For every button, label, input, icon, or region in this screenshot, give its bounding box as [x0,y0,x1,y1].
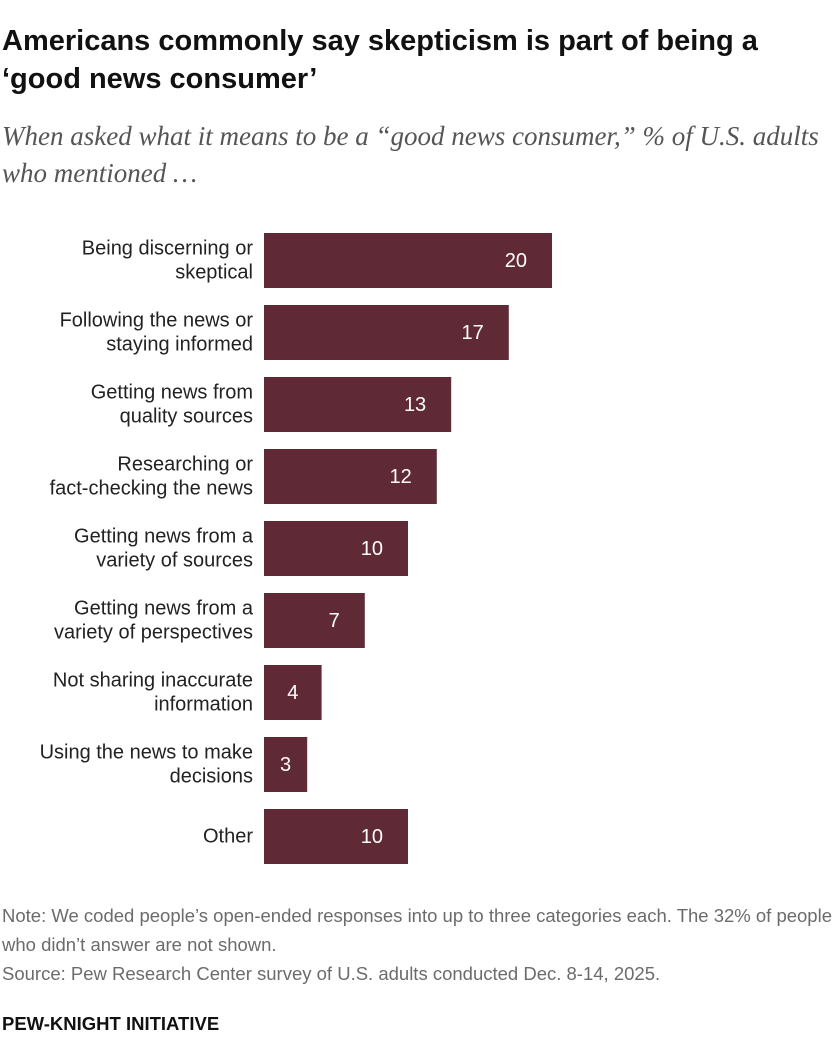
value-label: 13 [404,394,426,416]
chart-title: Americans commonly say skepticism is par… [2,25,758,95]
bar [264,449,437,504]
category-label: Getting news from a variety of sources [74,526,254,572]
value-label: 3 [280,754,291,776]
value-label: 10 [361,538,383,560]
source: Source: Pew Research Center survey of U.… [2,963,661,984]
bar [264,737,308,792]
value-label: 20 [505,250,527,272]
bar [264,377,452,432]
bar [264,593,365,648]
chart: Being discerning or skeptical 20 Following … [40,233,552,864]
value-label: 7 [329,610,340,632]
category-label: Not sharing inaccurate information [53,670,253,716]
category-label: Getting news from quality sources [91,382,253,428]
value-label: 17 [462,322,484,344]
category-label: Using the news to make decisions [40,742,253,788]
category-label: Following the news or staying informed [60,310,254,356]
bar [264,305,509,360]
category-label: Getting news from a variety of perspectiv… [54,598,254,644]
value-label: 12 [390,466,412,488]
value-label: 4 [287,682,298,704]
bar [264,521,408,576]
footer: PEW-KNIGHT INITIATIVE [2,1013,220,1034]
value-label: 10 [361,826,383,848]
bar [264,233,552,288]
note: Note: We coded people’s open-ended respo… [2,905,832,955]
category-label: Researching or fact-checking the news [50,454,254,500]
chart-subtitle: When asked what it means to be a “good n… [2,121,819,188]
category-label: Being discerning or skeptical [82,238,254,284]
category-label: Other [203,826,253,848]
bar [264,665,322,720]
bar [264,809,408,864]
